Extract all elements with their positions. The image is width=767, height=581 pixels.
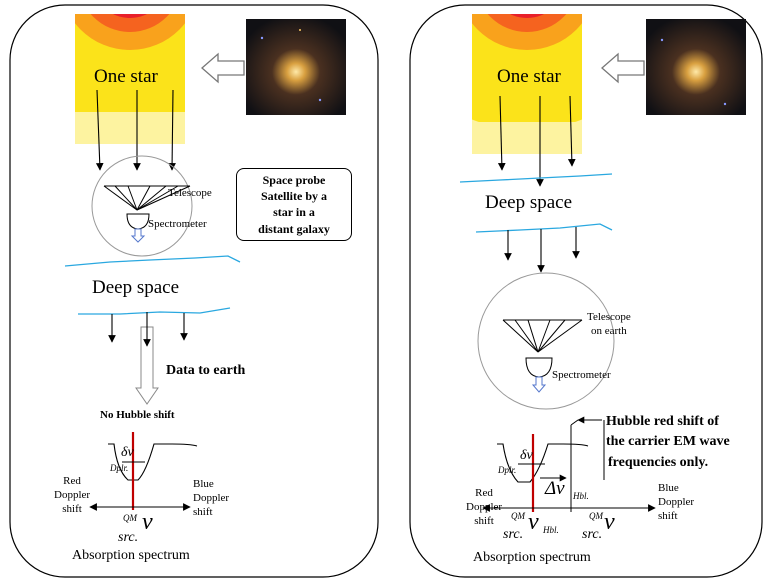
left-data-to-earth-label: Data to earth	[166, 363, 246, 378]
probe-line-3: star in a	[273, 205, 315, 220]
left-blue-line-1: Blue	[193, 478, 214, 490]
right-spectrometer-label: Spectrometer	[552, 369, 611, 381]
left-star-label: One star	[94, 66, 158, 87]
right-nu2-symbol: ν	[604, 509, 615, 535]
left-qm-label: QM	[123, 513, 137, 523]
left-spectrometer-arrow	[130, 228, 146, 243]
left-absorption-label: Absorption spectrum	[72, 548, 190, 563]
right-spectrometer-arrow	[531, 376, 547, 393]
right-deep-space-top	[459, 173, 613, 183]
right-star	[472, 14, 582, 154]
left-probe-box: Space probe Satellite by a star in a dis…	[236, 168, 352, 241]
right-absorption-curve	[497, 443, 589, 483]
left-deep-space-label: Deep space	[92, 277, 180, 298]
hubble-note-line-3: frequencies only.	[608, 454, 709, 470]
right-telescope-line-2: on earth	[591, 325, 627, 338]
right-hubble-note: Hubble red shift of the carrier EM wave …	[606, 412, 730, 473]
left-red-line-2: Doppler	[54, 488, 91, 501]
right-telescope-label: Telescope on earth	[587, 310, 631, 339]
left-spectrometer-icon	[126, 213, 150, 230]
right-spectrometer-icon	[525, 357, 553, 378]
right-blue-line-3: shift	[658, 509, 678, 522]
left-star	[75, 14, 185, 144]
left-blue-doppler: Blue Doppler shift	[193, 478, 229, 519]
right-big-delta-nu: Δν	[545, 478, 565, 499]
hubble-note-line-2: the carrier EM wave	[606, 434, 730, 450]
right-red-line-2: Doppler	[466, 500, 503, 513]
left-red-line-3: shift	[62, 502, 82, 515]
right-hbl-sub-label: Hbl.	[543, 525, 559, 535]
left-telescope-circle	[91, 155, 193, 257]
right-deep-space-bottom	[475, 223, 613, 233]
left-deep-space-rays	[108, 313, 188, 343]
right-panel-frame	[409, 4, 763, 578]
hubble-note-line-1: Hubble red shift of	[606, 414, 719, 429]
right-galaxy-image	[646, 19, 746, 115]
probe-line-2: Satellite by a	[261, 189, 327, 204]
right-qm2-label: QM	[589, 511, 603, 521]
right-src2-label: src.	[582, 527, 603, 542]
right-deep-space-rays	[504, 227, 580, 273]
left-spectrometer-label: Spectrometer	[148, 218, 207, 230]
right-telescope-line-1: Telescope	[587, 311, 631, 323]
left-absorption-curve	[108, 443, 198, 481]
left-src-label: src.	[118, 530, 139, 545]
left-data-to-earth-arrow	[135, 326, 159, 405]
right-telescope	[502, 319, 583, 353]
right-hollow-arrow	[601, 52, 645, 84]
left-panel-frame	[9, 4, 379, 578]
right-telescope-circle	[477, 272, 615, 410]
left-blue-line-3: shift	[193, 505, 213, 518]
left-deep-space-top	[64, 255, 241, 267]
left-red-doppler: Red Doppler shift	[54, 475, 90, 516]
left-delta-nu-label: δν	[121, 445, 134, 460]
left-telescope	[103, 185, 191, 211]
right-delta-nu-label: δν	[520, 448, 533, 463]
left-telescope-label: Telescope	[168, 187, 212, 199]
right-blue-line-1: Blue	[658, 482, 679, 494]
probe-line-1: Space probe	[262, 173, 326, 187]
right-blue-doppler: Blue Doppler shift	[658, 482, 694, 523]
left-no-hubble-label: No Hubble shift	[100, 409, 175, 421]
right-red-line-3: shift	[474, 514, 494, 527]
right-star-label: One star	[497, 66, 561, 87]
right-src-label: src.	[503, 527, 524, 542]
left-red-line-1: Red	[63, 475, 81, 487]
left-galaxy-image	[246, 19, 346, 115]
left-nu-symbol: ν	[142, 509, 153, 535]
left-blue-line-2: Doppler	[193, 491, 230, 504]
right-dplr-label: Dplr.	[498, 465, 517, 475]
right-red-line-1: Red	[475, 487, 493, 499]
left-dplr-label: Dplr.	[110, 463, 129, 473]
right-star-rays	[497, 95, 576, 187]
right-red-doppler: Red Doppler shift	[466, 487, 502, 528]
right-deep-space-label: Deep space	[485, 192, 573, 213]
right-blue-line-2: Doppler	[658, 495, 695, 508]
right-nu-symbol: ν	[528, 509, 539, 535]
right-absorption-label: Absorption spectrum	[473, 550, 591, 565]
right-qm-label: QM	[511, 511, 525, 521]
left-hollow-arrow	[201, 52, 245, 84]
left-deep-space-bottom	[78, 307, 231, 315]
probe-line-4: distant galaxy	[258, 221, 330, 236]
right-hbl-label: Hbl.	[573, 491, 589, 501]
